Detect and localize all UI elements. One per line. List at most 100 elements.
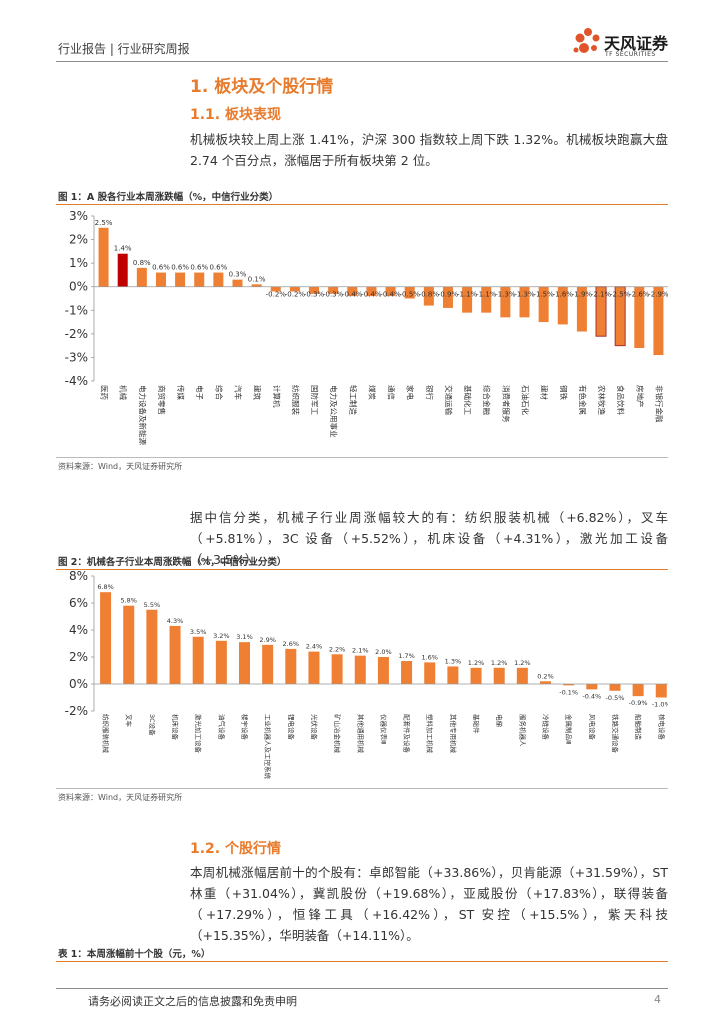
fig1-bar — [634, 286, 645, 348]
fig2-data-label: 2.4% — [306, 643, 323, 651]
fig1-data-label: -1.9% — [572, 291, 593, 299]
fig2-category-label: 其他专用机械 — [449, 714, 458, 754]
figure-2-caption-rule — [56, 569, 668, 570]
table-1-caption: 表 1：本周涨幅前十个股（元，%） — [58, 949, 211, 960]
fig2-data-label: 2.9% — [259, 636, 276, 644]
fig1-y-tick-label: 2% — [69, 233, 88, 247]
fig1-y-tick-label: -2% — [65, 327, 88, 341]
fig2-bar — [447, 666, 459, 684]
fig2-data-label: 2.1% — [352, 647, 369, 655]
fig1-data-label: -2.6% — [629, 291, 650, 299]
fig2-data-label: 4.3% — [167, 617, 184, 625]
fig1-category-label: 农林牧渔 — [597, 385, 607, 415]
fig2-data-label: 2.2% — [329, 645, 346, 653]
fig1-data-label: -1.1% — [457, 291, 478, 299]
fig2-data-label: -0.1% — [559, 688, 578, 696]
fig2-y-tick-label: 6% — [69, 596, 88, 610]
figure-1-source-rule — [56, 457, 668, 458]
section-title: 1. 板块及个股行情 — [190, 77, 334, 97]
fig1-category-label: 建材 — [540, 385, 550, 400]
fig2-category-label: 仪器仪表Ⅲ — [379, 714, 388, 744]
fig1-bar — [251, 284, 262, 287]
fig2-data-label: 1.3% — [445, 657, 462, 665]
fig2-data-label: 1.2% — [468, 659, 485, 667]
fig2-bar — [146, 609, 158, 684]
fig1-bar — [117, 253, 128, 287]
fig1-bar — [576, 286, 587, 332]
fig1-bar — [366, 286, 377, 297]
fig2-bar — [100, 592, 112, 684]
fig2-bar — [331, 654, 343, 684]
fig1-bar — [481, 286, 492, 313]
fig2-category-label: 配套件及设备 — [403, 714, 412, 754]
fig1-bar — [653, 286, 664, 356]
fig2-category-label: 铁路交通设备 — [611, 714, 620, 754]
fig2-y-tick-label: -2% — [65, 704, 88, 718]
figure-2-source-rule — [56, 788, 668, 789]
fig2-category-label: 3C设备 — [148, 714, 157, 736]
header-divider — [56, 61, 668, 62]
tf-securities-logo — [573, 28, 600, 53]
fig1-data-label: 0.1% — [248, 275, 266, 283]
fig1-y-tick-label: 1% — [69, 256, 88, 270]
figure-2-source: 资料来源：Wind，天风证券研究所 — [58, 793, 183, 802]
fig2-bar — [285, 648, 297, 684]
fig2-data-label: 6.8% — [97, 583, 114, 591]
fig1-data-label: -0.4% — [342, 291, 363, 299]
fig1-category-label: 房地产 — [635, 385, 645, 408]
fig2-category-label: 冷链设备 — [542, 714, 551, 741]
fig2-category-label: 核电设备 — [657, 714, 666, 741]
fig2-data-label: -0.4% — [582, 692, 601, 700]
fig2-bar — [308, 651, 320, 684]
fig1-data-label: 0.6% — [152, 264, 170, 272]
fig2-data-label: 3.2% — [213, 632, 230, 640]
fig2-category-label: 工业机器人及工控系统 — [264, 714, 273, 780]
fig1-category-label: 交通运输 — [444, 385, 454, 415]
fig1-y-tick-label: 3% — [69, 209, 88, 223]
fig2-bar — [123, 605, 135, 684]
fig2-bar — [377, 657, 389, 684]
fig2-category-label: 风电设备 — [588, 714, 597, 741]
fig2-bar — [401, 661, 413, 684]
fig1-bar — [462, 286, 473, 313]
fig1-category-label: 电力设备及新能源 — [138, 385, 148, 445]
fig1-bar — [538, 286, 549, 323]
fig2-category-label: 服务机器人 — [518, 714, 527, 747]
fig2-category-label: 机床设备 — [171, 714, 180, 741]
fig2-bar — [563, 684, 575, 686]
fig2-bar — [424, 662, 436, 684]
fig1-data-label: -0.4% — [361, 291, 382, 299]
fig1-y-tick-label: -3% — [65, 350, 88, 364]
fig1-category-label: 消费者服务 — [501, 385, 511, 423]
fig2-category-label: 基础件 — [472, 714, 481, 734]
fig2-category-label: 激光加工设备 — [194, 714, 203, 754]
subsection-title-1: 1.1. 板块表现 — [190, 107, 281, 123]
paragraph-subsector-summary: 据中信分类，机械子行业周涨幅较大的有：纺织服装机械（+6.82%），叉车（+5.… — [190, 510, 668, 567]
figure-2-caption: 图 2：机械各子行业本周涨跌幅（%，中信行业分类） — [58, 557, 287, 568]
fig2-data-label: -0.9% — [629, 699, 648, 707]
fig1-category-label: 汽车 — [234, 385, 244, 400]
fig2-data-label: 1.2% — [491, 659, 508, 667]
fig1-data-label: 0.3% — [229, 271, 247, 279]
fig2-category-label: 金属制品Ⅲ — [565, 714, 574, 744]
fig1-category-label: 钢铁 — [559, 385, 569, 400]
fig1-bar — [232, 279, 243, 287]
fig2-data-label: 1.6% — [421, 653, 438, 661]
fig1-category-label: 非银行金融 — [654, 385, 664, 423]
table-1-caption-rule — [56, 961, 668, 962]
fig2-category-label: 塑料加工机械 — [426, 714, 435, 754]
fig2-bar — [516, 667, 528, 684]
fig2-bar — [239, 642, 250, 684]
fig1-category-label: 综合 — [214, 385, 224, 400]
fig1-category-label: 医药 — [100, 385, 110, 400]
fig1-bar — [442, 286, 453, 308]
fig1-data-label: 2.5% — [95, 219, 113, 227]
fig1-category-label: 纺织服装 — [291, 385, 301, 415]
fig1-category-label: 基础化工 — [463, 385, 473, 415]
fig2-data-label: 3.5% — [190, 628, 207, 636]
fig2-y-tick-label: 2% — [69, 650, 88, 664]
fig1-bar — [155, 272, 166, 287]
fig1-bar — [213, 272, 224, 287]
fig1-category-label: 银行 — [425, 385, 435, 400]
fig1-y-tick-label: 0% — [69, 280, 88, 294]
